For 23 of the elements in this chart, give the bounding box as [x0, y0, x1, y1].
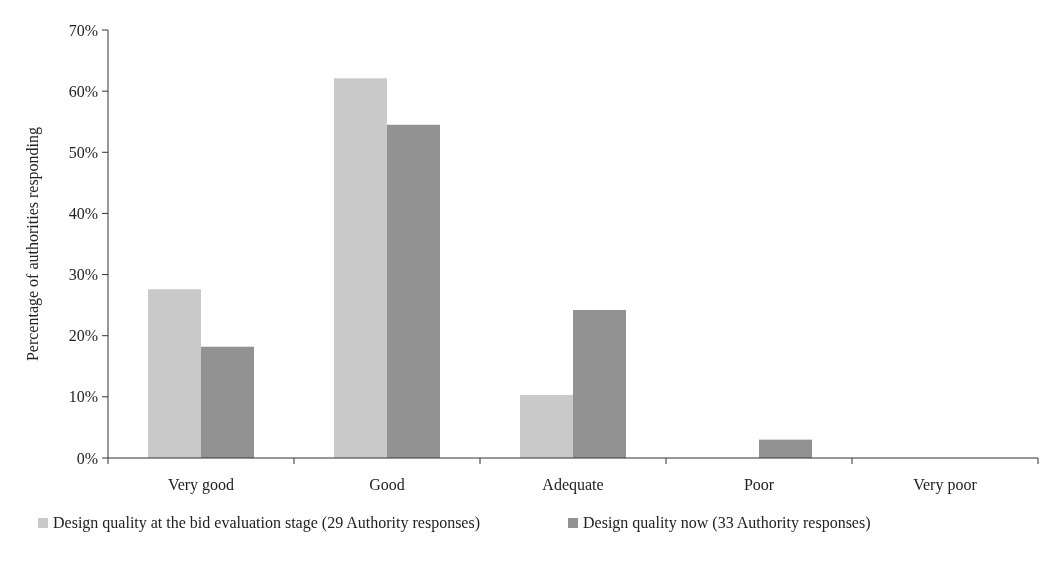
bar	[387, 124, 441, 458]
y-tick-label: 0%	[76, 449, 98, 467]
bar	[333, 78, 387, 458]
bar	[759, 439, 813, 458]
bar	[519, 395, 573, 458]
x-tick-label: Good	[369, 476, 405, 493]
bar	[573, 310, 627, 458]
x-tick-label: Adequate	[542, 476, 604, 494]
x-tick-label: Very good	[167, 476, 235, 494]
bar	[201, 346, 255, 458]
legend-label: Design quality now (33 Authority responses)	[583, 514, 871, 532]
y-tick-label: 40%	[68, 205, 98, 223]
y-tick-label: 20%	[68, 327, 98, 345]
y-tick-label: 50%	[68, 143, 98, 161]
legend-label: Design quality at the bid evaluation stage (29 Authority responses)	[53, 514, 481, 532]
y-axis-title: Percentage of authorities responding	[24, 126, 42, 362]
y-tick-label: 70%	[68, 21, 98, 39]
bar	[147, 289, 201, 458]
x-tick-label: Poor	[743, 476, 775, 493]
x-tick-label: Very poor	[913, 476, 978, 494]
y-tick-label: 30%	[68, 266, 98, 284]
y-tick-label: 10%	[68, 388, 98, 406]
y-tick-label: 60%	[68, 82, 98, 100]
